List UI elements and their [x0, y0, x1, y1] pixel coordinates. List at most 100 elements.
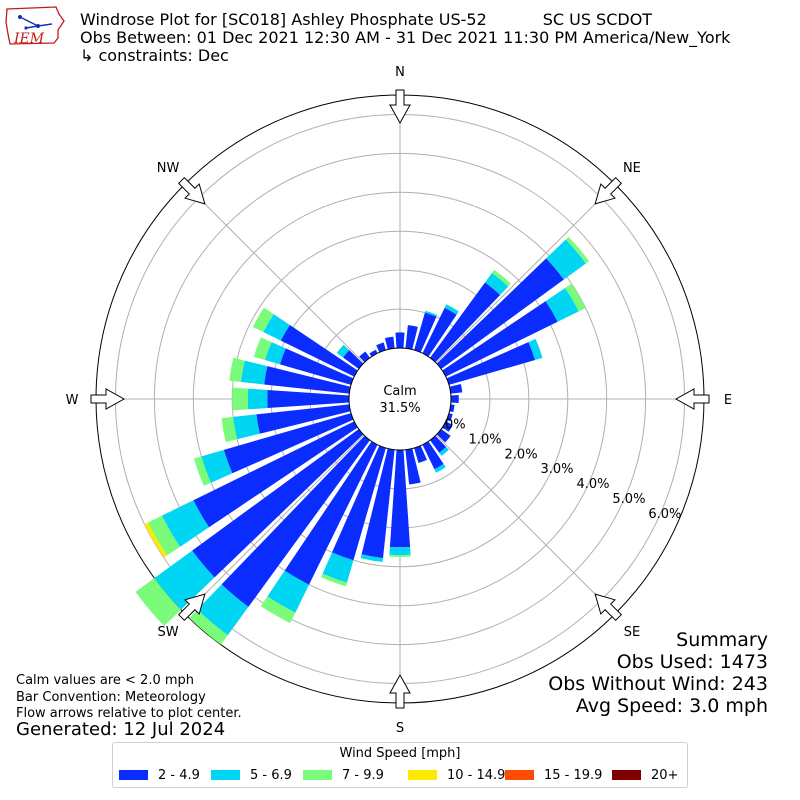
- flow-arrow-180: [389, 673, 411, 709]
- bar-dir-50-bin-1: [546, 239, 586, 280]
- radial-tick-1: 1.0%: [469, 432, 502, 447]
- bar-dir-220-bin-0: [221, 435, 370, 607]
- windrose-bars: [135, 236, 590, 645]
- bar-dir-240-bin-1: [161, 500, 210, 547]
- bar-dir-40-bin-0: [430, 282, 501, 363]
- flow-arrow-225: [177, 593, 206, 622]
- note-flow-arrows: Flow arrows relative to plot center.: [16, 706, 242, 721]
- summary-obs-used: Obs Used: 1473: [616, 651, 768, 673]
- chart-subtitle-period: Obs Between: 01 Dec 2021 12:30 AM - 31 D…: [80, 28, 731, 47]
- bar-dir-110-bin-0: [446, 413, 453, 422]
- legend-label-4: 15 - 19.9: [544, 768, 603, 783]
- legend-item-4: 15 - 19.9: [505, 768, 602, 783]
- bar-dir-10-bin-0: [405, 325, 418, 350]
- bar-dir-240-bin-3: [144, 522, 168, 558]
- calm-label: Calm: [383, 384, 416, 399]
- legend-swatch-2: [303, 770, 332, 780]
- bar-dir-150-bin-1: [434, 463, 446, 473]
- radial-tick-5: 5.0%: [612, 492, 645, 507]
- bar-dir-250-bin-2: [193, 456, 212, 486]
- flow-arrow-45: [594, 176, 623, 205]
- bar-dir-300-bin-1: [263, 314, 290, 341]
- bar-dir-210-bin-1: [267, 570, 310, 613]
- legend-item-0: 2 - 4.9: [119, 768, 200, 783]
- bar-dir-240-bin-2: [147, 515, 180, 556]
- legend-swatch-4: [505, 770, 534, 780]
- legend-swatch-3: [408, 770, 437, 780]
- legend-swatch-1: [211, 770, 240, 780]
- bar-dir-200-bin-0: [332, 445, 386, 561]
- flow-arrow-270: [90, 388, 126, 410]
- calm-value: 31.5%: [379, 401, 420, 416]
- bar-dir-190-bin-1: [360, 554, 383, 562]
- bar-dir-220-bin-1: [197, 584, 249, 636]
- bar-dir-300-bin-0: [280, 324, 358, 377]
- bar-dir-310-bin-0: [343, 350, 364, 369]
- radial-tick-2: 2.0%: [505, 447, 538, 462]
- grid-spoke-225: [184, 434, 365, 615]
- logo-text: IEM: [13, 31, 45, 47]
- bar-dir-140-bin-1: [439, 446, 449, 456]
- legend-label-5: 20+: [651, 768, 679, 783]
- bar-dir-280-bin-1: [240, 360, 268, 385]
- bar-dir-50-bin-2: [565, 236, 590, 264]
- note-bar-convention: Bar Convention: Meteorology: [16, 690, 206, 705]
- bar-dir-20-bin-0: [414, 312, 437, 353]
- bar-dir-30-bin-0: [422, 307, 457, 357]
- legend-item-5: 20+: [612, 768, 678, 783]
- bar-dir-160-bin-0: [414, 445, 427, 463]
- direction-arrows: [90, 89, 710, 709]
- bar-dir-210-bin-2: [260, 596, 296, 624]
- grid-spoke-45: [435, 183, 616, 364]
- legend-item-3: 10 - 14.9: [408, 768, 505, 783]
- bar-dir-50-bin-0: [436, 258, 564, 369]
- direction-label-sw: SW: [158, 625, 179, 640]
- bar-dir-70-bin-0: [446, 342, 536, 385]
- bar-dir-340-bin-0: [376, 342, 386, 353]
- radial-tick-3: 3.0%: [540, 462, 573, 477]
- radial-tick-6: 6.0%: [648, 507, 681, 522]
- legend-swatch-0: [119, 770, 148, 780]
- bar-dir-250-bin-1: [201, 449, 233, 483]
- note-calm: Calm values are < 2.0 mph: [16, 673, 195, 688]
- bar-dir-60-bin-0: [442, 301, 558, 377]
- bar-dir-330-bin-0: [369, 349, 378, 357]
- bar-dir-180-bin-2: [389, 554, 411, 558]
- generated-date: Generated: 12 Jul 2024: [16, 719, 226, 740]
- direction-label-se: SE: [624, 625, 640, 640]
- bar-dir-40-bin-1: [485, 272, 509, 295]
- bar-dir-230-bin-0: [192, 429, 364, 578]
- direction-labels: N NE E SE S SW W NW: [66, 65, 733, 736]
- bar-dir-200-bin-2: [320, 573, 347, 587]
- direction-label-e: E: [724, 393, 732, 408]
- bar-dir-0-bin-0: [395, 332, 405, 349]
- bar-dir-270-bin-2: [232, 387, 249, 411]
- bar-dir-130-bin-0: [436, 429, 451, 443]
- bar-dir-240-bin-0: [193, 421, 358, 528]
- flow-arrow-90: [674, 388, 710, 410]
- flow-arrow-135: [594, 593, 623, 622]
- chart-subtitle-constraints: ↳ constraints: Dec: [80, 46, 229, 65]
- bar-dir-90-bin-0: [450, 395, 459, 403]
- flow-arrow-315: [177, 176, 206, 205]
- calm-circle: [348, 347, 452, 451]
- bar-dir-350-bin-0: [384, 336, 395, 350]
- direction-label-ne: NE: [623, 161, 641, 176]
- legend-item-1: 5 - 6.9: [211, 768, 292, 783]
- bar-dir-230-bin-2: [135, 578, 181, 626]
- legend-label-1: 5 - 6.9: [250, 768, 292, 783]
- bar-dir-20-bin-1: [424, 310, 438, 317]
- bar-dir-140-bin-0: [430, 435, 447, 453]
- legend: Wind Speed [mph] 2 - 4.9 5 - 6.9 7 - 9.9 10…: [112, 742, 688, 788]
- legend-label-3: 10 - 14.9: [447, 768, 506, 783]
- summary-obs-without-wind: Obs Without Wind: 243: [548, 673, 768, 695]
- legend-label-0: 2 - 4.9: [158, 768, 200, 783]
- bar-dir-30-bin-1: [444, 304, 459, 315]
- bar-dir-250-bin-0: [223, 413, 354, 474]
- bar-dir-80-bin-0: [449, 383, 463, 394]
- bar-dir-260-bin-0: [256, 404, 351, 434]
- bar-dir-210-bin-0: [284, 441, 378, 585]
- bar-dir-270-bin-1: [247, 388, 268, 410]
- bar-dir-230-bin-1: [154, 550, 215, 610]
